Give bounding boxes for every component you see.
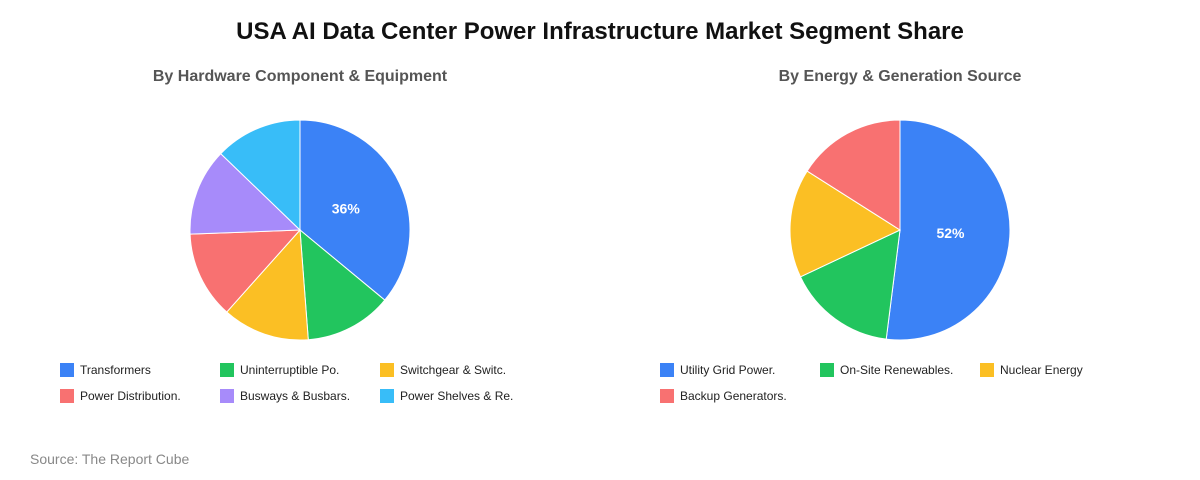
pie-slice-label-utility-grid-power: 52% <box>936 225 965 241</box>
energy-source-panel: By Energy & Generation Source 52% Utilit… <box>600 0 1200 430</box>
legend-item-power-distribution[interactable]: Power Distribution. <box>60 386 181 406</box>
legend-swatch <box>60 389 74 403</box>
legend-item-uninterruptible-po[interactable]: Uninterruptible Po. <box>220 360 339 380</box>
pie-slice-switchgear-switc <box>226 228 309 341</box>
pie-slice-power-distribution <box>189 229 302 313</box>
legend-item-backup-generators[interactable]: Backup Generators. <box>660 386 787 406</box>
legend-label: Uninterruptible Po. <box>240 363 340 377</box>
legend-swatch <box>220 389 234 403</box>
legend-label: Backup Generators. <box>680 389 787 403</box>
legend-label: Switchgear & Switc. <box>400 363 507 377</box>
legend-label: On-Site Renewables. <box>840 363 954 377</box>
pie-slice-busways-busbars <box>189 152 302 235</box>
legend-swatch <box>60 363 74 377</box>
legend-swatch <box>660 389 674 403</box>
pie-slice-transformers <box>299 119 411 301</box>
legend-item-power-shelves-re[interactable]: Power Shelves & Re. <box>380 386 513 406</box>
pie-slice-uninterruptible-po <box>299 228 386 341</box>
legend-label: Power Shelves & Re. <box>400 389 514 403</box>
pie-slice-utility-grid-power <box>885 119 1011 341</box>
legend-item-busways-busbars[interactable]: Busways & Busbars. <box>220 386 350 406</box>
legend-swatch <box>380 363 394 377</box>
hardware-pie-title: By Hardware Component & Equipment <box>152 68 448 85</box>
legend-item-utility-grid-power[interactable]: Utility Grid Power. <box>660 360 775 380</box>
legend-swatch <box>820 363 834 377</box>
pie-slice-backup-generators <box>806 119 901 231</box>
legend-item-nuclear-energy[interactable]: Nuclear Energy <box>980 360 1083 380</box>
pie-slice-power-shelves-re <box>220 119 301 232</box>
legend-label: Busways & Busbars. <box>240 389 351 403</box>
legend-swatch <box>980 363 994 377</box>
legend-label: Utility Grid Power. <box>680 363 776 377</box>
legend-item-switchgear-switc[interactable]: Switchgear & Switc. <box>380 360 506 380</box>
legend-swatch <box>660 363 674 377</box>
main-title: USA AI Data Center Power Infrastructure … <box>236 18 964 45</box>
pie-slice-nuclear-energy <box>789 170 902 278</box>
legend-label: Transformers <box>80 363 151 377</box>
legend-swatch <box>380 389 394 403</box>
legend-item-transformers[interactable]: Transformers <box>60 360 151 380</box>
energy-pie-chart: 52% <box>789 119 1011 341</box>
legend-item-on-site-renewables[interactable]: On-Site Renewables. <box>820 360 953 380</box>
pie-slice-label-transformers: 36% <box>332 200 361 216</box>
legend-label: Power Distribution. <box>80 389 181 403</box>
legend-swatch <box>220 363 234 377</box>
legend-label: Nuclear Energy <box>1000 363 1083 377</box>
hardware-component-panel: By Hardware Component & Equipment 36% Tr… <box>0 0 600 430</box>
energy-pie-title: By Energy & Generation Source <box>778 68 1022 85</box>
pie-slice-on-site-renewables <box>799 229 901 340</box>
source-note: Source: The Report Cube <box>30 451 190 467</box>
hardware-pie-chart: 36% <box>189 119 411 341</box>
